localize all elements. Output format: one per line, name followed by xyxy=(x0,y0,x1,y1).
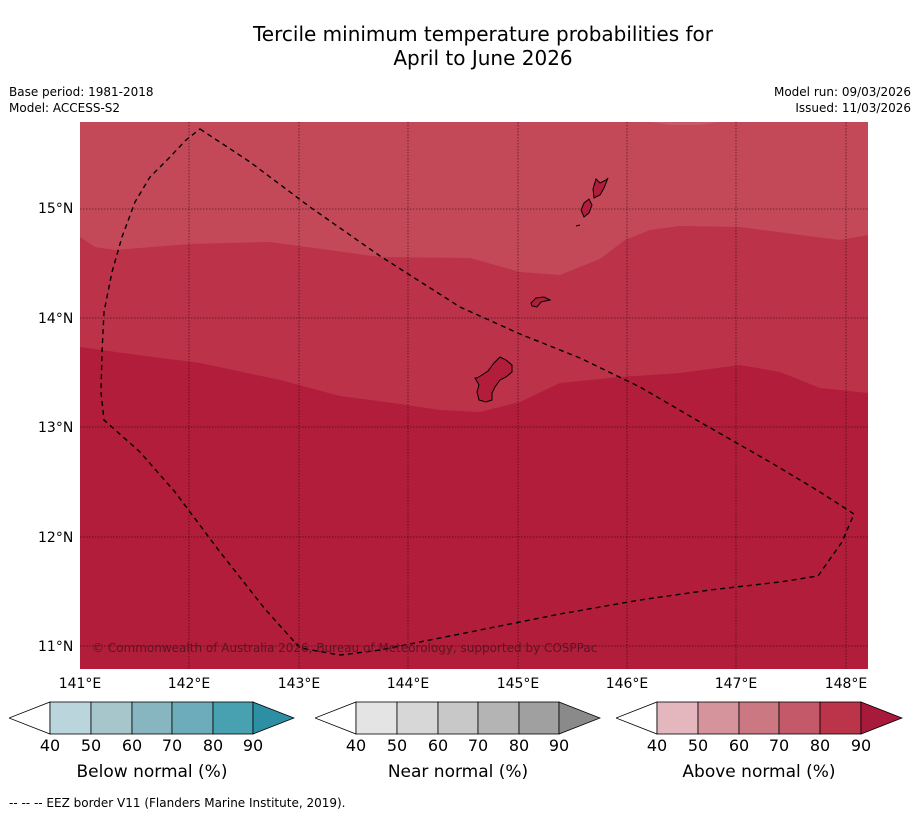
above-tick: 80 xyxy=(809,736,831,755)
below-tick: 50 xyxy=(80,736,102,755)
base-period: Base period: 1981-2018 xyxy=(9,85,154,99)
lat-label-14n: 14°N xyxy=(38,311,74,327)
islands xyxy=(474,177,609,403)
above-seg-3 xyxy=(738,701,780,735)
below-seg-2 xyxy=(90,701,133,735)
lon-label-143e: 143°E xyxy=(277,676,321,692)
island-saipan xyxy=(592,177,609,199)
map-svg xyxy=(80,122,868,669)
below-tick: 70 xyxy=(161,736,183,755)
issued-date: Issued: 11/03/2026 xyxy=(795,101,911,115)
below-seg-3 xyxy=(131,701,173,735)
below-tick: 90 xyxy=(242,736,264,755)
colorbar-below xyxy=(9,701,295,735)
below-title: Below normal (%) xyxy=(76,762,228,782)
above-tick: 50 xyxy=(687,736,709,755)
above-tick: 60 xyxy=(728,736,750,755)
eez-footnote: -- -- -- EEZ border V11 (Flanders Marine… xyxy=(9,796,346,810)
lon-label-144e: 144°E xyxy=(386,676,430,692)
above-seg-2 xyxy=(697,701,740,735)
near-seg-4 xyxy=(477,701,520,735)
below-tick: 60 xyxy=(121,736,143,755)
copyright-notice: © Commonwealth of Australia 2026, Bureau… xyxy=(92,641,598,655)
below-seg-0 xyxy=(9,701,51,735)
meta-right: Model run: 09/03/2026 Issued: 11/03/2026 xyxy=(774,84,911,116)
lon-label-147e: 147°E xyxy=(714,676,758,692)
near-tick: 70 xyxy=(467,736,489,755)
below-seg-6 xyxy=(252,701,295,735)
below-seg-1 xyxy=(49,701,92,735)
light-blob xyxy=(650,122,720,125)
above-seg-5 xyxy=(819,701,862,735)
near-tick: 40 xyxy=(345,736,367,755)
above-seg-1 xyxy=(656,701,699,735)
model-run: Model run: 09/03/2026 xyxy=(773,85,911,99)
lon-label-148e: 148°E xyxy=(824,676,868,692)
lat-label-11n: 11°N xyxy=(38,639,74,655)
near-tick: 50 xyxy=(386,736,408,755)
above-seg-4 xyxy=(778,701,821,735)
lon-label-141e: 141°E xyxy=(58,676,102,692)
graticule xyxy=(80,122,868,669)
near-seg-3 xyxy=(437,701,479,735)
title-line-1: Tercile minimum temperature probabilitie… xyxy=(252,22,714,46)
eez-border xyxy=(100,128,855,656)
near-seg-1 xyxy=(355,701,398,735)
colorbar-above xyxy=(616,701,903,735)
lat-label-12n: 12°N xyxy=(38,530,74,546)
probability-map: © Commonwealth of Australia 2026, Bureau… xyxy=(80,122,868,669)
near-tick: 90 xyxy=(548,736,570,755)
above-tick: 70 xyxy=(768,736,790,755)
colorbar-near xyxy=(315,701,601,735)
island-rota xyxy=(530,296,552,308)
near-tick: 80 xyxy=(508,736,530,755)
near-tick: 60 xyxy=(427,736,449,755)
island-aguijan xyxy=(575,224,581,227)
title-line-2: April to June 2026 xyxy=(393,46,573,70)
near-seg-5 xyxy=(518,701,560,735)
near-seg-6 xyxy=(558,701,601,735)
lat-label-15n: 15°N xyxy=(38,201,74,217)
below-seg-5 xyxy=(212,701,254,735)
near-seg-0 xyxy=(315,701,357,735)
above-seg-6 xyxy=(860,701,903,735)
above-tick: 90 xyxy=(850,736,872,755)
near-seg-2 xyxy=(396,701,439,735)
above-tick: 40 xyxy=(646,736,668,755)
lon-label-145e: 145°E xyxy=(496,676,540,692)
below-seg-4 xyxy=(171,701,214,735)
meta-left: Base period: 1981-2018 Model: ACCESS-S2 xyxy=(9,84,154,116)
model-name: Model: ACCESS-S2 xyxy=(9,101,121,115)
island-tinian xyxy=(580,198,593,218)
lat-label-13n: 13°N xyxy=(38,420,74,436)
island-guam xyxy=(474,356,513,403)
region-90-plus xyxy=(80,347,868,669)
lon-label-146e: 146°E xyxy=(605,676,649,692)
above-seg-0 xyxy=(616,701,658,735)
above-title: Above normal (%) xyxy=(682,762,836,782)
near-title: Near normal (%) xyxy=(387,762,529,782)
chart-title: Tercile minimum temperature probabilitie… xyxy=(0,22,919,70)
below-tick: 80 xyxy=(202,736,224,755)
below-tick: 40 xyxy=(39,736,61,755)
lon-label-142e: 142°E xyxy=(167,676,211,692)
